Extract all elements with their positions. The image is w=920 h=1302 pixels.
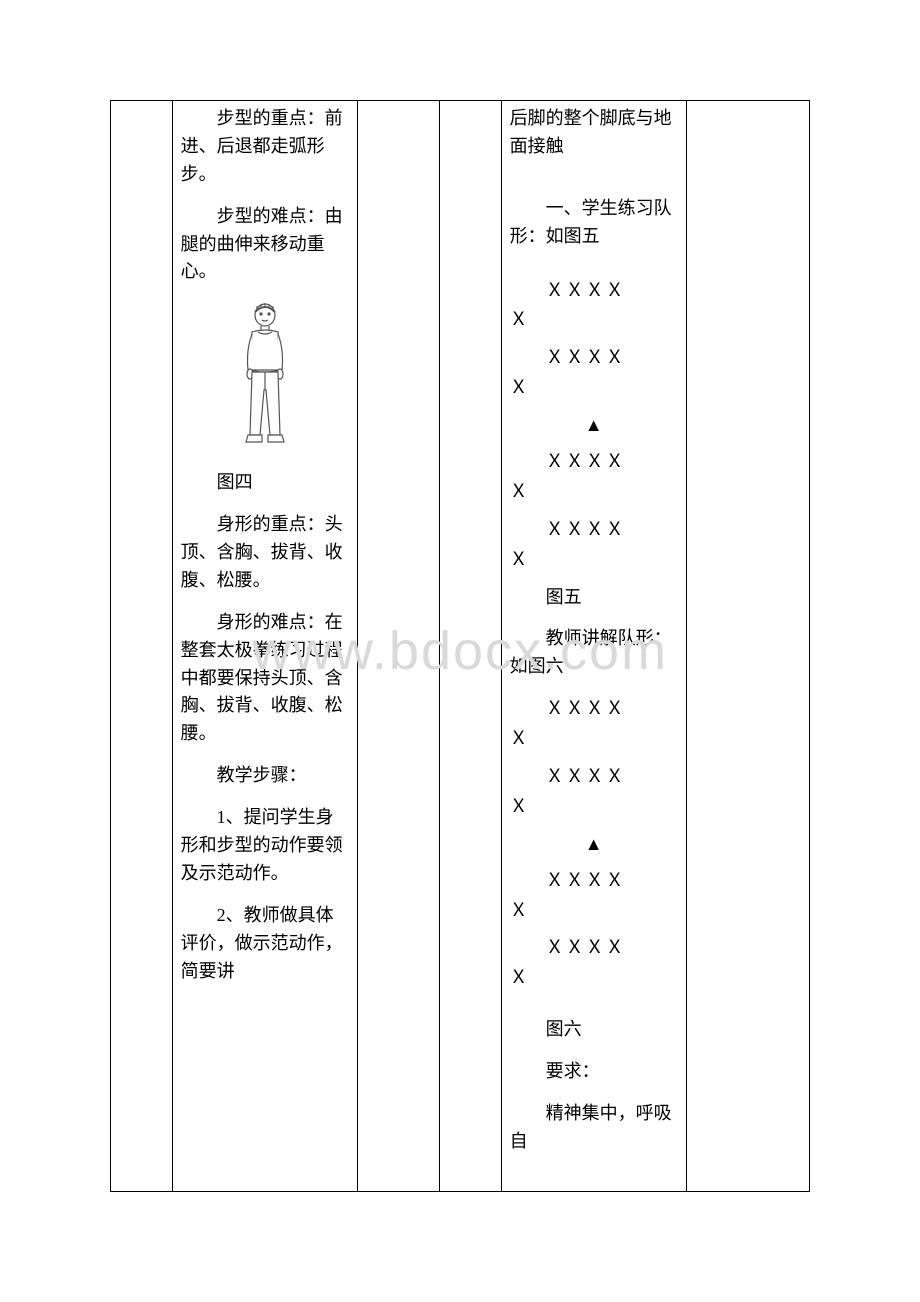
- person-standing-icon: [220, 300, 310, 450]
- cell-empty-3: [357, 101, 439, 1192]
- figure-four-caption: 图四: [181, 469, 349, 497]
- lesson-table: 步型的重点：前进、后退都走弧形步。 步型的难点：由腿的曲伸来移动重心。: [110, 100, 810, 1192]
- cell-empty-6: [686, 101, 809, 1192]
- foot-contact-text: 后脚的整个脚底与地面接触: [510, 105, 678, 161]
- figure-five-caption: 图五: [510, 584, 678, 612]
- formation-row: ＸＸＸＸ: [510, 448, 678, 476]
- step-type-key: 步型的重点：前进、后退都走弧形步。: [181, 105, 349, 189]
- cell-empty-4: [439, 101, 501, 1192]
- teaching-step-2: 2、教师做具体评价，做示范动作，简要讲: [181, 902, 349, 986]
- formation-row: ＸＸＸＸ: [510, 763, 678, 791]
- cell-right-content: 后脚的整个脚底与地面接触 一、学生练习队形：如图五 ＸＸＸＸ Ｘ ＸＸＸＸ Ｘ …: [501, 101, 686, 1192]
- formation-row-trail: Ｘ: [510, 897, 678, 925]
- teaching-steps-title: 教学步骤：: [181, 762, 349, 790]
- teaching-step-1: 1、提问学生身形和步型的动作要领及示范动作。: [181, 804, 349, 888]
- teacher-formation-title: 教师讲解队形：如图六: [510, 625, 678, 681]
- formation-row-trail: Ｘ: [510, 478, 678, 506]
- document-page: 步型的重点：前进、后退都走弧形步。 步型的难点：由腿的曲伸来移动重心。: [0, 0, 920, 1302]
- teacher-mark-icon: ▲: [510, 831, 678, 859]
- formation-row-trail: Ｘ: [510, 725, 678, 753]
- formation-row: ＸＸＸＸ: [510, 344, 678, 372]
- formation-row: ＸＸＸＸ: [510, 516, 678, 544]
- teacher-mark-icon: ▲: [510, 412, 678, 440]
- formation-row: ＸＸＸＸ: [510, 277, 678, 305]
- formation-row-trail: Ｘ: [510, 964, 678, 992]
- cell-empty-1: [111, 101, 173, 1192]
- student-formation-title: 一、学生练习队形：如图五: [510, 195, 678, 251]
- requirements-title: 要求：: [510, 1058, 678, 1086]
- formation-row-trail: Ｘ: [510, 374, 678, 402]
- step-type-difficulty: 步型的难点：由腿的曲伸来移动重心。: [181, 203, 349, 287]
- formation-row-trail: Ｘ: [510, 546, 678, 574]
- formation-row: ＸＸＸＸ: [510, 934, 678, 962]
- body-form-difficulty: 身形的难点：在整套太极拳练习过程中都要保持头顶、含胸、拔背、收腹、松腰。: [181, 609, 349, 748]
- formation-row-trail: Ｘ: [510, 793, 678, 821]
- formation-row: ＸＸＸＸ: [510, 867, 678, 895]
- cell-left-content: 步型的重点：前进、后退都走弧形步。 步型的难点：由腿的曲伸来移动重心。: [172, 101, 357, 1192]
- table-row: 步型的重点：前进、后退都走弧形步。 步型的难点：由腿的曲伸来移动重心。: [111, 101, 810, 1192]
- formation-row: ＸＸＸＸ: [510, 695, 678, 723]
- figure-six-caption: 图六: [510, 1016, 678, 1044]
- formation-row-trail: Ｘ: [510, 306, 678, 334]
- figure-four: [181, 300, 349, 459]
- body-form-key: 身形的重点：头顶、含胸、拔背、收腹、松腰。: [181, 511, 349, 595]
- requirements-body: 精神集中，呼吸自: [510, 1100, 678, 1156]
